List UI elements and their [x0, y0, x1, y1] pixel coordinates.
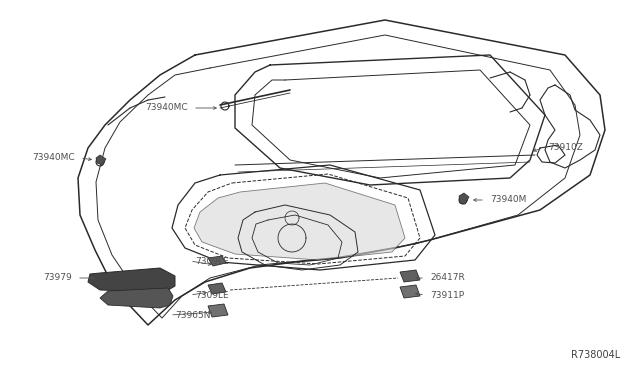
Polygon shape [208, 283, 226, 294]
Polygon shape [100, 288, 173, 308]
Text: 73940MC: 73940MC [145, 103, 188, 112]
Polygon shape [400, 285, 420, 298]
Text: R738004L: R738004L [571, 350, 620, 360]
Text: 73911P: 73911P [430, 291, 464, 299]
Text: 73910Z: 73910Z [548, 144, 583, 153]
Text: 73965N: 73965N [175, 311, 211, 320]
Text: 26417R: 26417R [430, 273, 465, 282]
Polygon shape [96, 155, 106, 165]
Polygon shape [88, 268, 175, 292]
Polygon shape [208, 256, 226, 266]
Polygon shape [208, 304, 228, 317]
Text: 73940MC: 73940MC [33, 154, 75, 163]
Polygon shape [194, 183, 405, 260]
Text: 73979: 73979 [44, 273, 72, 282]
Text: 7309LE: 7309LE [195, 291, 228, 299]
Text: 7309LE: 7309LE [195, 257, 228, 266]
Polygon shape [400, 270, 420, 282]
Polygon shape [459, 193, 469, 204]
Text: 73940M: 73940M [490, 196, 526, 205]
